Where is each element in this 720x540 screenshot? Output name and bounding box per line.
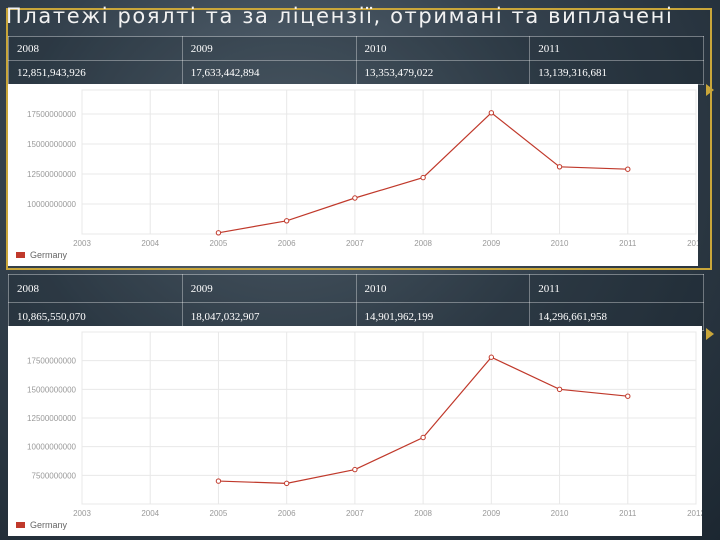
x-tick-label: 2007 xyxy=(346,239,364,248)
table-cell: 13,353,479,022 xyxy=(355,60,531,85)
x-tick-label: 2012 xyxy=(687,509,702,518)
y-tick-label: 15000000000 xyxy=(27,140,76,149)
x-tick-label: 2006 xyxy=(278,239,296,248)
arrow-decoration xyxy=(706,84,714,96)
y-tick-label: 17500000000 xyxy=(27,110,76,119)
table-cell: 12,851,943,926 xyxy=(8,60,183,85)
x-tick-label: 2011 xyxy=(619,239,637,248)
arrow-decoration xyxy=(706,328,714,340)
legend-swatch xyxy=(16,252,25,258)
table-row-values: 12,851,943,926 17,633,442,894 13,353,479… xyxy=(8,60,704,85)
line-chart-2: 7500000000 10000000000 12500000000 15000000… xyxy=(16,331,702,530)
x-tick-label: 2008 xyxy=(414,509,432,518)
x-tick-label: 2006 xyxy=(278,509,296,518)
data-point xyxy=(283,218,290,224)
table-cell: 2010 xyxy=(355,274,531,303)
data-point xyxy=(215,230,222,236)
plot-area xyxy=(81,89,697,235)
line-chart-1: 10000000000 12500000000 15000000000 1750000… xyxy=(16,89,698,260)
x-tick-label: 2004 xyxy=(141,239,159,248)
data-point xyxy=(420,434,426,441)
x-tick-label: 2008 xyxy=(414,239,432,248)
x-tick-label: 2007 xyxy=(346,509,364,518)
legend-swatch xyxy=(16,522,25,528)
y-tick-label: 17500000000 xyxy=(27,357,76,366)
x-tick-label: 2011 xyxy=(619,509,637,518)
data-point xyxy=(283,480,290,487)
x-tick-label: 2003 xyxy=(73,509,91,518)
data-point xyxy=(352,466,358,473)
royalty-table-2: 2008 2009 2010 2011 10,865,550,070 18,04… xyxy=(8,274,704,331)
table-cell: 2009 xyxy=(181,274,357,303)
table-cell: 2011 xyxy=(529,36,704,61)
y-tick-label: 12500000000 xyxy=(27,170,76,179)
x-tick-label: 2005 xyxy=(210,509,228,518)
y-tick-label: 12500000000 xyxy=(27,414,76,423)
data-point xyxy=(556,386,563,393)
x-tick-label: 2010 xyxy=(551,239,569,248)
table-cell: 13,139,316,681 xyxy=(529,60,704,85)
x-tick-label: 2009 xyxy=(482,509,500,518)
x-tick-label: 2010 xyxy=(551,509,569,518)
y-tick-label: 15000000000 xyxy=(27,385,76,394)
data-point xyxy=(488,354,495,360)
data-point xyxy=(420,174,426,181)
table-cell: 2008 xyxy=(8,36,183,61)
x-tick-label: 2005 xyxy=(210,239,228,248)
y-tick-label: 7500000000 xyxy=(32,471,77,480)
data-point xyxy=(556,164,563,170)
table-cell: 2010 xyxy=(355,36,531,61)
legend-label: Germany xyxy=(30,250,68,260)
data-point xyxy=(215,478,222,484)
table-row-years: 2008 2009 2010 2011 xyxy=(8,274,704,303)
table-cell: 2011 xyxy=(529,274,704,303)
data-point xyxy=(625,393,631,399)
y-tick-label: 10000000000 xyxy=(27,200,76,209)
chart-panel-2: 7500000000 10000000000 12500000000 15000000… xyxy=(8,326,702,536)
slide-title: Платежі роялті та за ліцензії, отримані … xyxy=(6,4,674,28)
data-point xyxy=(625,166,631,172)
data-point xyxy=(488,110,495,116)
table-cell: 17,633,442,894 xyxy=(181,60,357,85)
legend-label: Germany xyxy=(30,520,68,530)
table-cell: 2008 xyxy=(8,274,183,303)
table-cell: 2009 xyxy=(181,36,357,61)
table-row-years: 2008 2009 2010 2011 xyxy=(8,36,704,61)
chart-panel-1: 10000000000 12500000000 15000000000 1750000… xyxy=(8,84,698,266)
x-tick-label: 2004 xyxy=(141,509,159,518)
x-tick-label: 2012 xyxy=(687,239,698,248)
x-tick-label: 2003 xyxy=(73,239,91,248)
y-tick-label: 10000000000 xyxy=(27,443,76,452)
royalty-table-1: 2008 2009 2010 2011 12,851,943,926 17,63… xyxy=(8,36,704,85)
x-tick-label: 2009 xyxy=(482,239,500,248)
data-point xyxy=(352,195,358,201)
